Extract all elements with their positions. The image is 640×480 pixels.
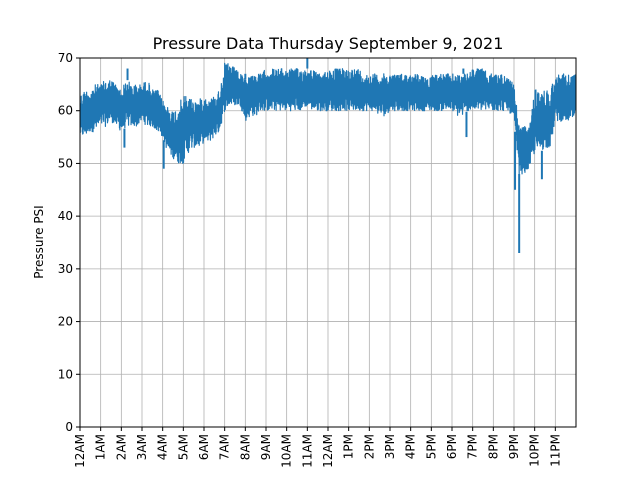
x-tick-label: 6AM — [197, 434, 211, 460]
y-tick-label: 50 — [58, 156, 73, 170]
x-tick-label: 2PM — [362, 434, 376, 459]
x-tick-label: 10AM — [280, 434, 294, 468]
x-axis-ticks: 12AM 1AM 2AM 3AM 4AM 5AM 6AM 7AM 8AM 9AM 10AM 11AM 1… — [73, 427, 562, 468]
x-tick-label: 3AM — [135, 434, 149, 460]
x-tick-label: 9PM — [507, 434, 521, 459]
x-tick-label: 1AM — [94, 434, 108, 460]
y-tick-label: 20 — [58, 315, 73, 329]
x-tick-label: 12AM — [73, 434, 87, 468]
y-axis-label: Pressure PSI — [32, 205, 46, 278]
x-tick-label: 11PM — [548, 434, 562, 467]
x-tick-label: 5PM — [424, 434, 438, 459]
x-tick-label: 4PM — [404, 434, 418, 459]
pressure-trace — [80, 62, 576, 175]
x-tick-label: 4AM — [156, 434, 170, 460]
y-tick-label: 10 — [58, 367, 73, 381]
x-tick-label: 9AM — [259, 434, 273, 460]
x-tick-label: 12AM — [321, 434, 335, 468]
y-tick-label: 30 — [58, 262, 73, 276]
x-tick-label: 10PM — [528, 434, 542, 467]
x-tick-label: 5AM — [176, 434, 190, 460]
x-tick-label: 6PM — [445, 434, 459, 459]
x-tick-label: 7PM — [466, 434, 480, 459]
pressure-series — [80, 58, 576, 254]
y-axis-ticks: 0 10 20 30 40 50 60 70 — [58, 51, 80, 434]
y-tick-label: 70 — [58, 51, 73, 65]
x-tick-label: 8PM — [486, 434, 500, 459]
chart-title: Pressure Data Thursday September 9, 2021 — [153, 34, 504, 53]
series-layer — [80, 58, 576, 254]
y-tick-label: 60 — [58, 104, 73, 118]
y-tick-label: 0 — [65, 420, 73, 434]
x-tick-label: 7AM — [218, 434, 232, 460]
y-tick-label: 40 — [58, 209, 73, 223]
grid-layer — [79, 57, 576, 428]
x-tick-label: 2AM — [114, 434, 128, 460]
x-tick-label: 3PM — [383, 434, 397, 459]
x-tick-label: 1PM — [342, 434, 356, 459]
x-tick-label: 8AM — [238, 434, 252, 460]
x-tick-label: 11AM — [300, 434, 314, 468]
